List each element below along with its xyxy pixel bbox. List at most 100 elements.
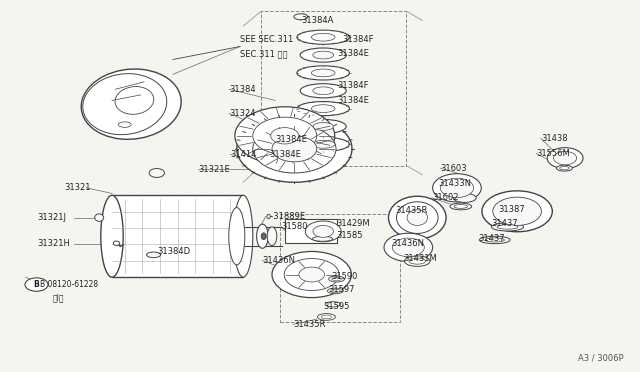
Text: 31324: 31324 — [229, 109, 255, 118]
Ellipse shape — [329, 276, 344, 282]
Bar — [280, 214, 400, 322]
Ellipse shape — [101, 195, 123, 277]
Bar — [261, 11, 406, 166]
Ellipse shape — [453, 193, 476, 202]
Circle shape — [482, 191, 552, 232]
Circle shape — [305, 221, 341, 242]
Text: 31580: 31580 — [282, 222, 308, 231]
Circle shape — [440, 178, 474, 198]
Text: 31435R: 31435R — [396, 206, 428, 215]
Text: 31556M: 31556M — [536, 149, 570, 158]
Ellipse shape — [407, 210, 428, 225]
Ellipse shape — [404, 256, 430, 266]
Text: 31436N: 31436N — [262, 256, 296, 265]
Text: 31436N: 31436N — [392, 239, 425, 248]
Ellipse shape — [388, 196, 446, 239]
Ellipse shape — [557, 165, 573, 171]
Ellipse shape — [257, 224, 268, 248]
Text: 31590: 31590 — [332, 272, 358, 280]
Ellipse shape — [312, 33, 335, 41]
Text: 31384A: 31384A — [301, 16, 333, 25]
Ellipse shape — [118, 122, 131, 128]
Circle shape — [271, 128, 299, 144]
Circle shape — [25, 278, 48, 291]
Ellipse shape — [81, 69, 181, 140]
Ellipse shape — [450, 203, 472, 210]
Text: 31321J: 31321J — [37, 213, 66, 222]
Ellipse shape — [115, 87, 154, 114]
Text: 31429M: 31429M — [336, 219, 370, 228]
Ellipse shape — [261, 233, 266, 240]
Circle shape — [384, 233, 433, 262]
Text: 31431M: 31431M — [403, 254, 437, 263]
Text: 31384F: 31384F — [337, 81, 369, 90]
Bar — [112, 195, 243, 277]
Ellipse shape — [294, 14, 308, 20]
Text: （I）: （I） — [52, 294, 64, 303]
Text: 31384E: 31384E — [275, 135, 307, 144]
Circle shape — [554, 151, 577, 165]
Ellipse shape — [83, 74, 167, 135]
Ellipse shape — [312, 141, 335, 148]
Circle shape — [284, 259, 339, 291]
Text: SEE SEC.311: SEE SEC.311 — [240, 35, 293, 44]
Text: 31437: 31437 — [492, 219, 518, 228]
Text: B 08120-61228: B 08120-61228 — [40, 280, 98, 289]
Text: 31433N: 31433N — [438, 179, 472, 187]
Text: 31585: 31585 — [336, 231, 362, 240]
Circle shape — [547, 148, 583, 169]
Circle shape — [272, 251, 351, 298]
Text: 31437: 31437 — [479, 234, 506, 243]
Ellipse shape — [300, 119, 346, 134]
Ellipse shape — [497, 225, 518, 229]
Circle shape — [392, 238, 424, 257]
Text: 31597: 31597 — [328, 285, 355, 294]
Text: 31321E: 31321E — [198, 165, 230, 174]
Circle shape — [272, 136, 317, 162]
Text: 31384E: 31384E — [337, 96, 369, 105]
Text: 31384: 31384 — [229, 85, 256, 94]
Circle shape — [149, 169, 164, 177]
Circle shape — [253, 125, 336, 173]
Circle shape — [237, 115, 352, 182]
Ellipse shape — [328, 288, 344, 294]
Ellipse shape — [297, 102, 349, 116]
Text: 31384F: 31384F — [342, 35, 374, 44]
Ellipse shape — [312, 69, 335, 77]
Text: A3 / 3006P: A3 / 3006P — [579, 354, 624, 363]
Text: 31384E: 31384E — [337, 49, 369, 58]
Ellipse shape — [313, 51, 333, 59]
Ellipse shape — [332, 278, 342, 281]
Ellipse shape — [300, 48, 346, 62]
Ellipse shape — [409, 258, 426, 264]
Ellipse shape — [313, 123, 333, 130]
Ellipse shape — [147, 252, 161, 258]
Circle shape — [433, 174, 481, 202]
Ellipse shape — [560, 166, 570, 170]
Ellipse shape — [485, 238, 504, 242]
Ellipse shape — [321, 315, 332, 319]
Text: 31595: 31595 — [323, 302, 349, 311]
Text: SEC.311 参図: SEC.311 参図 — [240, 49, 287, 58]
Circle shape — [253, 117, 317, 154]
Text: 31384E: 31384E — [269, 150, 301, 159]
Text: 31435R: 31435R — [293, 320, 326, 329]
Circle shape — [493, 197, 541, 225]
Text: 31321H: 31321H — [37, 239, 70, 248]
Ellipse shape — [317, 314, 335, 320]
Ellipse shape — [229, 208, 245, 265]
Ellipse shape — [492, 223, 524, 231]
Ellipse shape — [479, 236, 510, 244]
Text: B: B — [34, 280, 39, 289]
Ellipse shape — [325, 302, 340, 307]
Circle shape — [313, 225, 333, 237]
Ellipse shape — [297, 137, 349, 151]
Bar — [285, 219, 337, 243]
Ellipse shape — [312, 105, 335, 112]
Ellipse shape — [300, 84, 346, 98]
Ellipse shape — [331, 289, 340, 292]
Text: 31414: 31414 — [230, 150, 257, 159]
Ellipse shape — [268, 227, 277, 246]
Ellipse shape — [297, 30, 349, 44]
Text: 31602: 31602 — [432, 193, 458, 202]
